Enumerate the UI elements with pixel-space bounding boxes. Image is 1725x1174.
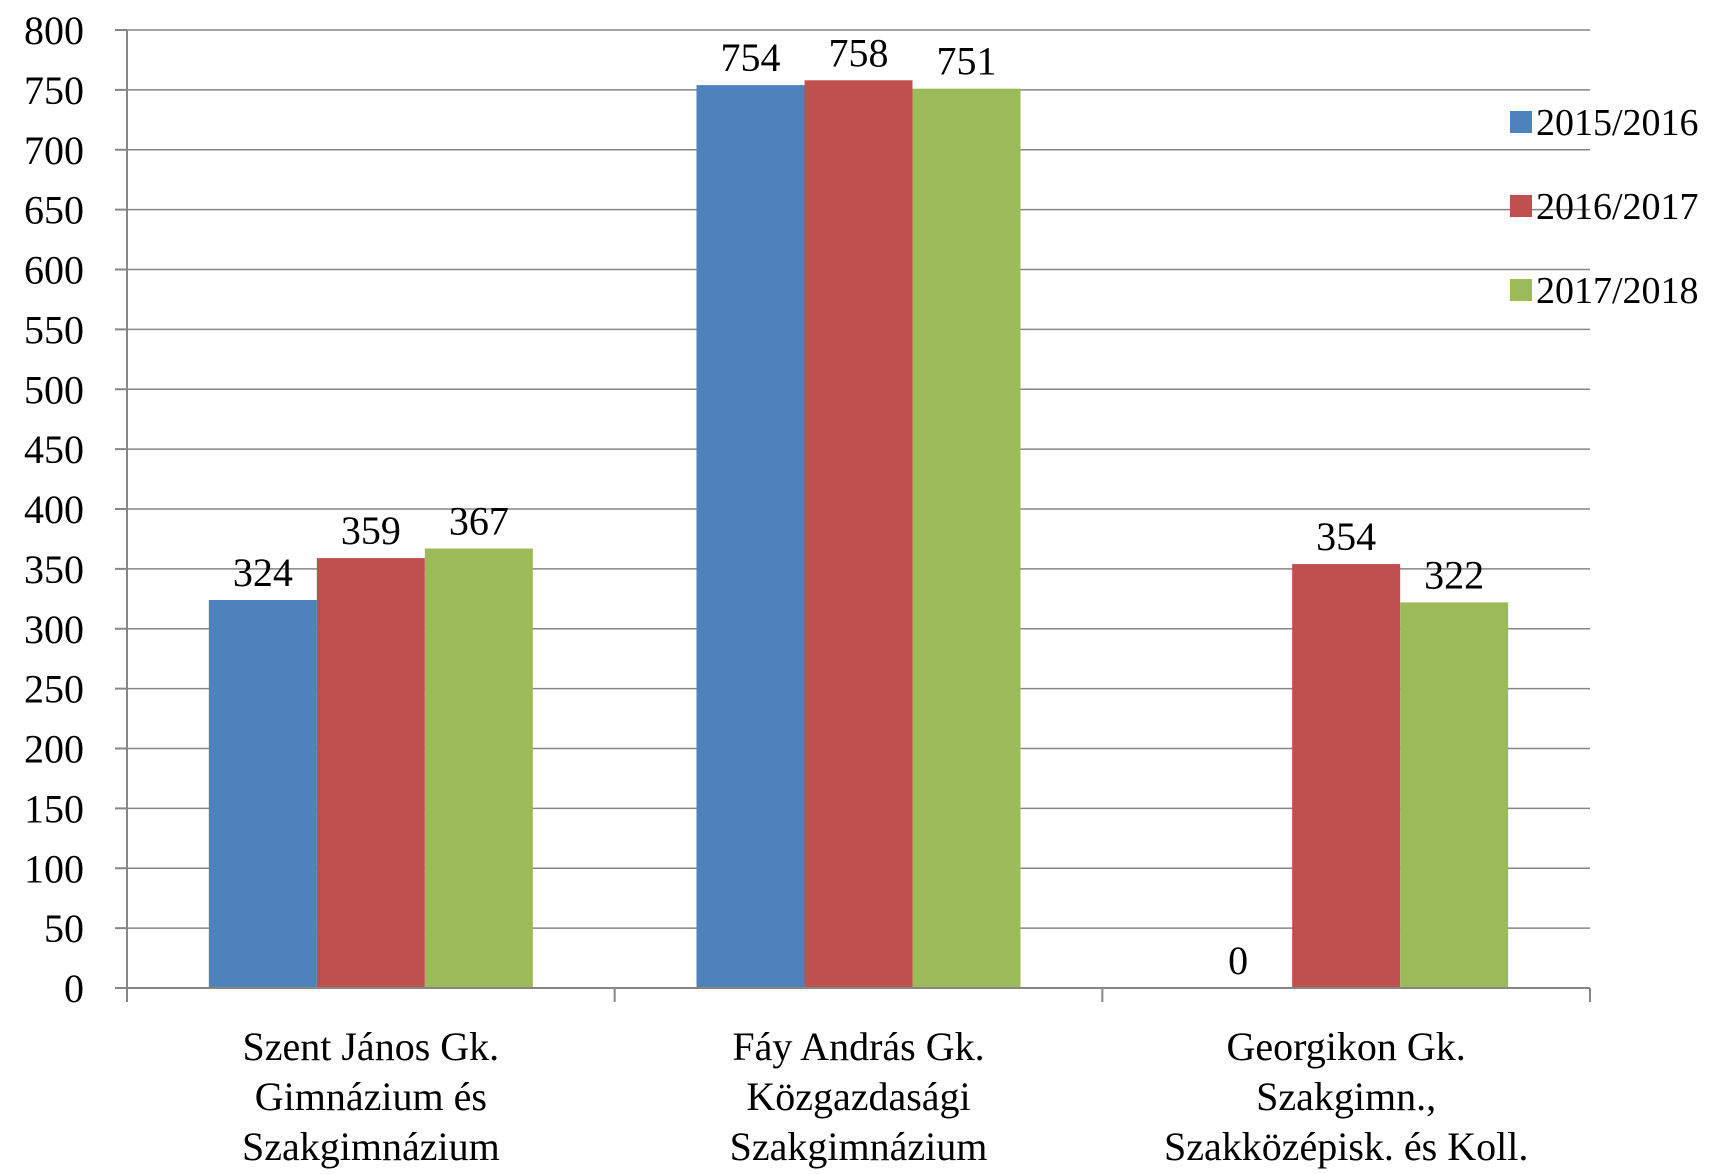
data-labels: 324 359 367 754 758 751 0 354 322	[233, 30, 1484, 983]
legend-swatch	[1510, 195, 1532, 217]
bar	[912, 88, 1021, 989]
data-label: 758	[829, 30, 889, 75]
y-tick-label: 100	[24, 846, 84, 891]
category-label: Szent János Gk. Gimnázium és Szakgimnázium	[242, 1024, 500, 1169]
category-label-line: Szakgimnázium	[242, 1124, 500, 1169]
y-tick-label: 750	[24, 68, 84, 113]
x-axis-categories: Szent János Gk. Gimnázium és Szakgimnázium…	[242, 1024, 1528, 1169]
legend-label: 2017/2018	[1536, 270, 1699, 312]
y-tick-label: 550	[24, 307, 84, 352]
y-tick-label: 700	[24, 128, 84, 173]
data-label: 359	[341, 508, 401, 553]
legend: 2015/2016 2016/2017 2017/2018	[1510, 102, 1699, 312]
legend-swatch	[1510, 111, 1532, 133]
bar	[804, 80, 913, 989]
data-label: 754	[721, 35, 781, 80]
category-label-line: Közgazdasági	[746, 1074, 970, 1119]
y-tick-label: 450	[24, 427, 84, 472]
bar	[316, 558, 425, 988]
y-tick-label: 150	[24, 786, 84, 831]
data-label: 367	[449, 499, 509, 544]
bar	[1400, 602, 1509, 988]
data-label: 751	[937, 39, 997, 84]
category-label-line: Szakgimn.,	[1256, 1074, 1436, 1119]
category-label-line: Szent János Gk.	[243, 1024, 500, 1069]
bar	[696, 85, 805, 988]
y-axis-ticks: 0 50 100 150 200 250 300 350 400 450 500 550 600 650 7…	[24, 8, 84, 1011]
legend-label: 2015/2016	[1536, 102, 1699, 144]
data-label: 324	[233, 550, 293, 595]
y-tick-label: 500	[24, 367, 84, 412]
bar	[424, 548, 533, 988]
y-tick-label: 0	[64, 966, 84, 1011]
y-tick-label: 200	[24, 727, 84, 772]
y-tick-label: 350	[24, 547, 84, 592]
category-label-line: Fáy András Gk.	[732, 1024, 984, 1069]
y-tick-label: 650	[24, 188, 84, 233]
data-label: 322	[1424, 552, 1484, 597]
category-label-line: Szakközépisk. és Koll.	[1164, 1124, 1528, 1169]
y-tick-label: 250	[24, 667, 84, 712]
category-label-line: Gimnázium és	[255, 1074, 487, 1119]
y-tick-label: 400	[24, 487, 84, 532]
y-tick-label: 800	[24, 8, 84, 53]
y-tick-label: 600	[24, 248, 84, 293]
legend-label: 2016/2017	[1536, 186, 1699, 228]
data-label: 0	[1228, 938, 1248, 983]
y-tick-label: 300	[24, 607, 84, 652]
category-label-line: Szakgimnázium	[730, 1124, 988, 1169]
bars	[208, 80, 1509, 989]
category-label: Fáy András Gk. Közgazdasági Szakgimnázium	[730, 1024, 988, 1169]
data-label: 354	[1316, 514, 1376, 559]
bar	[1292, 564, 1401, 988]
category-label: Georgikon Gk. Szakgimn., Szakközépisk. és …	[1164, 1024, 1528, 1169]
category-label-line: Georgikon Gk.	[1227, 1024, 1466, 1069]
bar	[208, 600, 317, 988]
y-tick-label: 50	[44, 906, 84, 951]
legend-swatch	[1510, 279, 1532, 301]
axes	[115, 29, 1591, 1002]
